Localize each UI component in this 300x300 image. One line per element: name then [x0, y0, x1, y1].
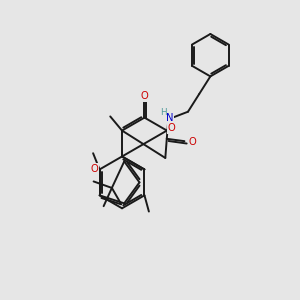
Text: O: O	[141, 91, 148, 101]
Text: N: N	[166, 112, 173, 123]
Text: H: H	[160, 108, 166, 117]
Text: O: O	[91, 164, 99, 174]
Text: O: O	[189, 137, 196, 147]
Text: O: O	[168, 123, 176, 133]
